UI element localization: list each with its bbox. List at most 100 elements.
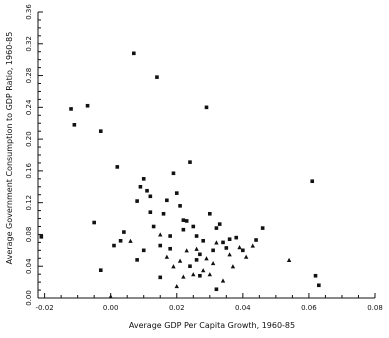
data-point-square-40 [224,246,229,250]
data-point-square-57 [194,258,199,262]
data-point-square-45 [260,226,265,230]
data-point-square-9 [118,239,123,243]
data-point-triangle-2 [164,254,170,259]
data-point-square-13 [138,184,143,189]
x-tick-label-3: 0.04 [235,304,251,312]
data-point-square-50 [214,287,219,292]
data-point-triangle-12 [207,272,213,277]
data-point-triangle-4 [174,283,179,289]
x-tick-label-4: 0.06 [301,304,317,312]
data-point-triangle-11 [204,256,209,261]
data-point-triangle-5 [177,258,183,263]
y-tick-label-6: 0.24 [25,99,33,115]
y-axis-label: Average Government Consumption to GDP Ra… [5,32,14,265]
x-tick-label-5: 0.08 [367,304,383,312]
data-point-square-55 [168,246,172,251]
data-point-triangle-19 [243,254,249,259]
data-point-triangle-18 [237,245,242,250]
data-point-square-30 [191,224,196,229]
data-point-square-46 [135,258,139,262]
data-point-square-38 [217,222,222,226]
data-point-square-0 [39,235,44,239]
data-point-triangle-1 [158,232,163,237]
y-tick-label-7: 0.28 [25,68,33,84]
data-point-square-19 [155,75,159,79]
data-point-square-27 [181,218,186,222]
y-tick-label-1: 0.04 [25,258,33,274]
data-point-square-36 [211,248,215,253]
x-axis-label: Average GDP Per Capita Growth, 1960-85 [129,321,295,330]
data-point-square-23 [168,234,172,238]
data-point-triangle-0 [128,238,133,243]
data-point-square-12 [135,199,139,203]
data-point-square-10 [122,230,126,234]
y-tick-label-9: 0.36 [25,4,33,20]
data-point-square-26 [178,204,182,208]
y-tick-label-0: 0.00 [25,290,33,306]
data-point-square-15 [145,188,149,193]
data-point-square-14 [141,177,146,181]
data-point-triangle-15 [220,278,226,283]
data-point-square-54 [181,227,186,232]
data-point-square-5 [92,220,96,225]
data-point-square-16 [148,194,153,199]
x-tick-label-2: 0.02 [169,304,185,312]
data-point-square-28 [184,219,189,223]
data-point-square-20 [158,243,163,248]
data-point-triangle-10 [200,268,206,273]
data-point-square-52 [313,273,318,278]
data-point-triangle-6 [181,274,186,279]
data-point-square-11 [132,51,136,56]
y-tick-label-8: 0.32 [25,36,33,52]
x-tick-label-1: 0.00 [103,304,119,312]
points-layer [39,51,321,299]
y-tick-label-3: 0.12 [25,195,33,211]
data-point-square-56 [141,248,146,253]
data-point-square-22 [165,198,169,203]
data-point-triangle-14 [214,240,219,245]
data-point-triangle-8 [191,272,196,277]
data-point-square-21 [161,211,166,216]
data-point-square-47 [158,275,163,280]
data-point-square-17 [148,210,153,214]
data-point-square-41 [227,237,232,242]
data-point-square-53 [317,283,321,288]
data-point-triangle-17 [230,264,236,269]
data-point-square-34 [204,105,209,110]
data-point-square-43 [241,248,245,253]
data-point-triangle-22 [108,294,113,299]
data-point-square-2 [72,123,77,127]
data-point-square-7 [112,243,116,248]
y-tick-label-5: 0.20 [25,131,33,147]
data-point-triangle-9 [194,246,199,251]
y-tick-label-2: 0.08 [25,227,33,243]
data-point-square-6 [98,268,103,272]
data-point-square-24 [171,171,176,176]
data-point-square-29 [188,160,192,164]
data-point-square-51 [310,179,315,184]
data-point-square-48 [188,264,192,269]
data-point-triangle-7 [184,248,189,253]
data-point-triangle-16 [227,252,232,257]
data-point-triangle-20 [250,243,255,248]
data-point-square-3 [85,103,90,108]
data-point-square-4 [98,129,103,133]
data-point-square-37 [214,226,219,230]
x-tick-label-0: -0.02 [36,304,54,312]
data-point-square-49 [198,273,202,278]
data-point-triangle-21 [286,257,292,262]
data-point-square-33 [201,239,205,243]
data-point-square-31 [194,234,199,238]
data-point-square-25 [174,191,179,195]
ticks-layer: -0.02 0.00 0.02 0.04 0.06 0.080.000.040.080.1… [25,4,383,312]
data-point-square-39 [221,240,225,245]
axes-layer [37,12,375,299]
data-point-square-44 [254,238,258,242]
data-point-square-32 [198,252,202,257]
data-point-triangle-3 [171,264,176,269]
data-point-square-8 [115,165,120,169]
y-tick-label-4: 0.16 [25,163,33,179]
data-point-square-35 [208,211,212,216]
